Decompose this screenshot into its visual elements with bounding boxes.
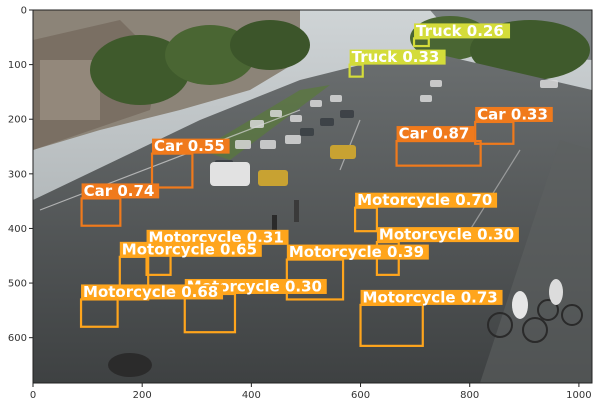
detection-label: Motorcycle 0.73 bbox=[363, 288, 498, 306]
label-background bbox=[360, 289, 503, 305]
label-background bbox=[475, 106, 553, 122]
label-background bbox=[81, 284, 224, 300]
detection-car: Car 0.33 bbox=[474, 105, 553, 145]
detection-label: Motorcycle 0.70 bbox=[357, 191, 492, 209]
detection-car: Car 0.74 bbox=[80, 182, 160, 227]
detection-motorcycle: Motorcycle 0.31 bbox=[145, 228, 289, 276]
detection-label: Motorcycle 0.65 bbox=[122, 240, 257, 258]
detection-label: Car 0.33 bbox=[477, 105, 548, 123]
label-background bbox=[376, 227, 519, 243]
y-tick-label: 200 bbox=[8, 115, 27, 126]
label-background bbox=[146, 229, 289, 245]
label-background bbox=[119, 241, 262, 257]
detection-motorcycle: Motorcycle 0.39 bbox=[285, 243, 429, 301]
y-tick-label: 400 bbox=[8, 224, 27, 235]
detection-motorcycle: Motorcycle 0.30 bbox=[375, 226, 519, 276]
detection-label: Car 0.74 bbox=[84, 182, 155, 200]
street-photo bbox=[33, 10, 592, 383]
label-background bbox=[152, 138, 230, 154]
label-background bbox=[286, 244, 429, 260]
detection-label: Car 0.55 bbox=[154, 137, 225, 155]
label-background bbox=[396, 126, 475, 142]
detection-truck: Truck 0.26 bbox=[412, 22, 511, 48]
label-background bbox=[81, 183, 160, 199]
detection-motorcycle: Motorcycle 0.68 bbox=[79, 283, 224, 328]
detection-label: Car 0.87 bbox=[399, 125, 470, 143]
detection-label: Motorcycle 0.31 bbox=[149, 228, 284, 246]
x-tick-label: 1000 bbox=[566, 390, 591, 401]
y-tick-label: 500 bbox=[8, 279, 27, 290]
x-axis: 0 200 400 600 800 1000 bbox=[30, 383, 592, 401]
x-tick-label: 400 bbox=[242, 390, 261, 401]
y-tick-label: 100 bbox=[8, 60, 27, 71]
x-tick-label: 0 bbox=[30, 390, 36, 401]
detection-truck: Truck 0.33 bbox=[348, 48, 446, 78]
detection-label: Motorcycle 0.30 bbox=[379, 226, 514, 244]
x-tick-label: 200 bbox=[133, 390, 152, 401]
x-tick-label: 600 bbox=[351, 390, 370, 401]
plot-frame bbox=[32, 9, 593, 384]
label-background bbox=[414, 23, 511, 39]
detection-label: Motorcycle 0.39 bbox=[289, 243, 424, 261]
detection-label: Truck 0.33 bbox=[352, 48, 440, 66]
y-tick-label: 300 bbox=[8, 169, 27, 180]
detection-label: Motorcycle 0.68 bbox=[83, 283, 218, 301]
detection-motorcycle: Motorcycle 0.70 bbox=[353, 191, 498, 233]
detection-car: Car 0.55 bbox=[150, 137, 230, 189]
label-background bbox=[355, 192, 498, 208]
detection-label: Truck 0.26 bbox=[416, 22, 504, 40]
y-tick-label: 600 bbox=[8, 333, 27, 344]
y-axis: 0 100 200 300 400 500 600 bbox=[8, 6, 33, 344]
x-tick-label: 800 bbox=[460, 390, 479, 401]
label-background bbox=[349, 49, 446, 65]
detection-motorcycle: Motorcycle 0.73 bbox=[359, 288, 503, 347]
detection-layer: Truck 0.26 Truck 0.33 Car 0.33 Car 0.87 Car … bbox=[79, 22, 553, 347]
y-tick-label: 0 bbox=[21, 6, 27, 17]
detection-car: Car 0.87 bbox=[395, 125, 482, 167]
